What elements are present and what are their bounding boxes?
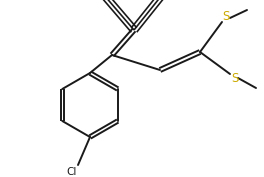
Text: S: S	[222, 10, 230, 24]
Text: S: S	[231, 73, 239, 85]
Text: Cl: Cl	[67, 167, 77, 177]
